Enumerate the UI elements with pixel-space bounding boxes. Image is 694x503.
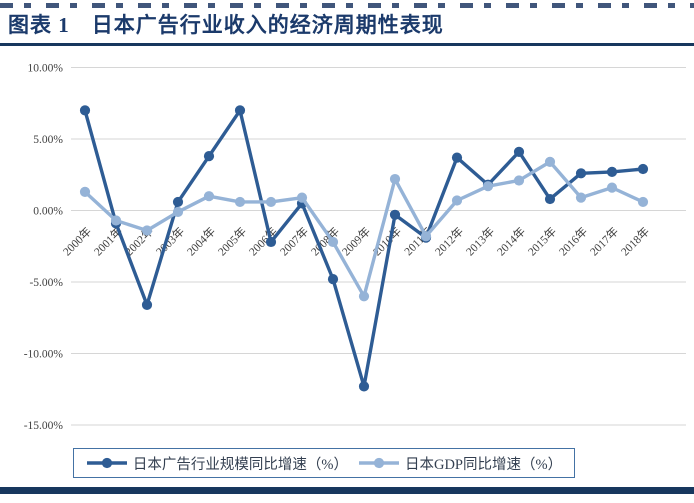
- legend-label: 日本广告行业规模同比增速（%）: [132, 456, 348, 473]
- data-point: [513, 146, 525, 157]
- y-tick-label: -15.00%: [24, 420, 64, 432]
- legend-item: 日本GDP同比增速（%）: [358, 453, 562, 474]
- legend-dot: [101, 457, 113, 469]
- legend-marker-icon: [86, 457, 127, 469]
- chart-legend: 日本广告行业规模同比增速（%） 日本GDP同比增速（%）: [73, 448, 575, 478]
- data-series: [79, 105, 649, 392]
- data-point: [544, 193, 556, 205]
- x-tick-label: 2000年: [60, 224, 94, 258]
- x-tick-label: 2005年: [215, 224, 249, 258]
- data-point: [358, 381, 370, 392]
- x-tick-label: 2009年: [339, 224, 373, 258]
- data-point: [358, 291, 370, 302]
- data-point: [265, 196, 277, 208]
- x-tick-label: 2014年: [494, 224, 528, 258]
- data-point: [203, 191, 215, 202]
- y-tick-label: 0.00%: [33, 206, 63, 218]
- legend-item: 日本广告行业规模同比增速（%）: [86, 453, 348, 474]
- data-point: [172, 206, 184, 218]
- data-point: [575, 192, 587, 203]
- title-underline: [0, 43, 694, 46]
- y-axis-labels: 10.00% 5.00% 0.00% -5.00% -10.00% -15.00%: [24, 63, 64, 433]
- legend-marker-icon: [358, 457, 399, 469]
- x-tick-label: 2012年: [432, 224, 466, 258]
- data-point: [637, 163, 649, 175]
- chart-title: 图表 1 日本广告行业收入的经济周期性表现: [8, 13, 444, 37]
- data-point: [234, 196, 246, 208]
- data-point: [265, 236, 277, 248]
- line-chart: 10.00% 5.00% 0.00% -5.00% -10.00% -15.00% 200…: [24, 63, 686, 433]
- x-tick-label: 2004年: [184, 224, 218, 258]
- data-point: [296, 192, 308, 203]
- data-point: [420, 231, 432, 242]
- x-tick-label: 2013年: [463, 224, 497, 258]
- data-point: [451, 152, 463, 163]
- bottom-separator-bar: [0, 487, 694, 494]
- y-tick-label: 10.00%: [28, 63, 64, 75]
- data-point: [327, 274, 339, 285]
- data-point: [79, 105, 91, 116]
- x-tick-label: 2017年: [587, 224, 621, 258]
- data-point: [544, 156, 556, 167]
- data-point: [203, 151, 215, 162]
- data-point: [575, 168, 587, 179]
- y-tick-label: -10.00%: [24, 349, 64, 361]
- y-tick-label: 5.00%: [33, 134, 63, 146]
- legend-dot: [373, 457, 385, 469]
- data-point: [513, 175, 525, 186]
- clipped-text-remnant: [0, 3, 694, 8]
- x-tick-label: 2015年: [525, 224, 559, 258]
- data-point: [234, 105, 246, 116]
- data-point: [110, 215, 122, 226]
- data-point: [606, 182, 618, 193]
- data-point: [451, 195, 463, 206]
- data-point: [389, 209, 401, 220]
- data-point: [482, 181, 494, 192]
- data-point: [141, 299, 153, 310]
- data-point: [637, 196, 649, 208]
- x-tick-label: 2016年: [556, 224, 590, 258]
- y-tick-label: -5.00%: [29, 277, 63, 289]
- series-japan-gdp-growth: [79, 156, 649, 302]
- x-tick-label: 2018年: [618, 224, 652, 258]
- data-point: [141, 225, 153, 236]
- data-point: [606, 166, 618, 177]
- data-point: [79, 186, 91, 198]
- data-point: [327, 236, 339, 248]
- data-point: [389, 173, 401, 185]
- legend-label: 日本GDP同比增速（%）: [404, 456, 563, 473]
- data-point: [172, 196, 184, 208]
